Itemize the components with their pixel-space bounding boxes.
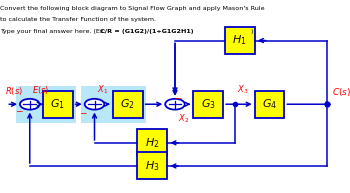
Text: to calculate the Transfer Function of the system.: to calculate the Transfer Function of th… xyxy=(0,17,156,22)
Circle shape xyxy=(20,99,40,110)
Bar xyxy=(193,91,223,118)
Bar xyxy=(137,152,167,179)
Bar xyxy=(43,91,73,118)
Bar xyxy=(255,91,284,118)
Bar xyxy=(225,27,255,54)
Circle shape xyxy=(85,99,104,110)
Text: $X_3$: $X_3$ xyxy=(237,84,248,96)
Text: Convert the following block diagram to Signal Flow Graph and apply Mason's Rule: Convert the following block diagram to S… xyxy=(0,6,265,11)
Text: $H_3$: $H_3$ xyxy=(145,159,160,173)
Text: $-$: $-$ xyxy=(15,106,23,115)
Bar xyxy=(16,86,76,123)
Text: $-$: $-$ xyxy=(79,107,88,116)
Text: $C(s)$: $C(s)$ xyxy=(332,86,350,98)
Text: $G_4$: $G_4$ xyxy=(262,97,277,111)
Text: $X_1$: $X_1$ xyxy=(97,84,108,96)
Text: $X_2$: $X_2$ xyxy=(178,113,190,125)
Text: C/R = (G1G2)/(1+G1G2H1): C/R = (G1G2)/(1+G1G2H1) xyxy=(100,29,193,34)
Text: $-$: $-$ xyxy=(174,92,182,101)
Text: $H_2$: $H_2$ xyxy=(145,136,160,150)
Text: $G_2$: $G_2$ xyxy=(120,97,135,111)
Bar xyxy=(137,129,167,156)
Circle shape xyxy=(165,99,185,110)
Bar xyxy=(81,86,146,123)
Bar xyxy=(113,91,143,118)
Text: Type your final answer here. (Ex:: Type your final answer here. (Ex: xyxy=(0,29,108,34)
Text: $G_3$: $G_3$ xyxy=(201,97,216,111)
Text: $E(s)$: $E(s)$ xyxy=(32,84,49,96)
Text: $G_1$: $G_1$ xyxy=(50,97,65,111)
Text: ): ) xyxy=(250,29,253,34)
Text: $R(s)$: $R(s)$ xyxy=(5,85,22,97)
Text: $H_1$: $H_1$ xyxy=(232,34,247,47)
